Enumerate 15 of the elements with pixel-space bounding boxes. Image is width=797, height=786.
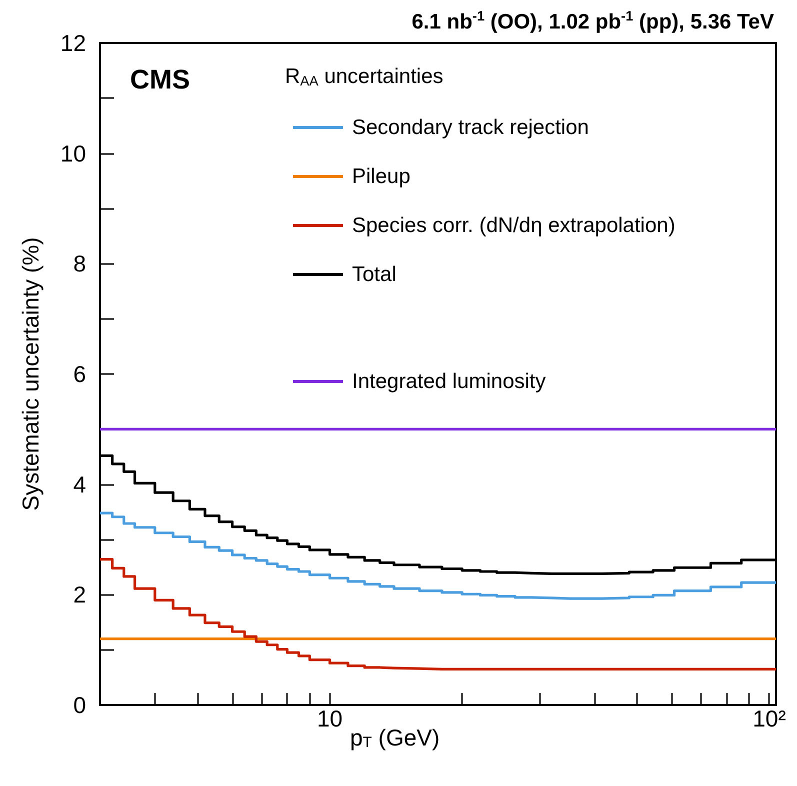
y-tick-label: 8 xyxy=(73,250,86,277)
legend-label: Secondary track rejection xyxy=(352,116,589,139)
y-tick-label: 12 xyxy=(60,30,86,56)
legend-label: Pileup xyxy=(352,165,410,188)
y-tick-label: 10 xyxy=(60,140,86,166)
y-tick-label: 4 xyxy=(73,471,86,498)
legend-label: Species corr. (dN/dη extrapolation) xyxy=(352,214,676,237)
y-tick-label: 2 xyxy=(73,582,86,608)
annotation: CMS xyxy=(130,64,190,94)
legend-label: Total xyxy=(352,263,396,286)
y-tick-label: 0 xyxy=(73,692,86,718)
legend-label: Integrated luminosity xyxy=(352,370,546,393)
y-tick-label: 6 xyxy=(73,361,86,387)
x-tick-label: 10² xyxy=(752,706,786,732)
y-axis-title: Systematic uncertainty (%) xyxy=(18,237,44,511)
